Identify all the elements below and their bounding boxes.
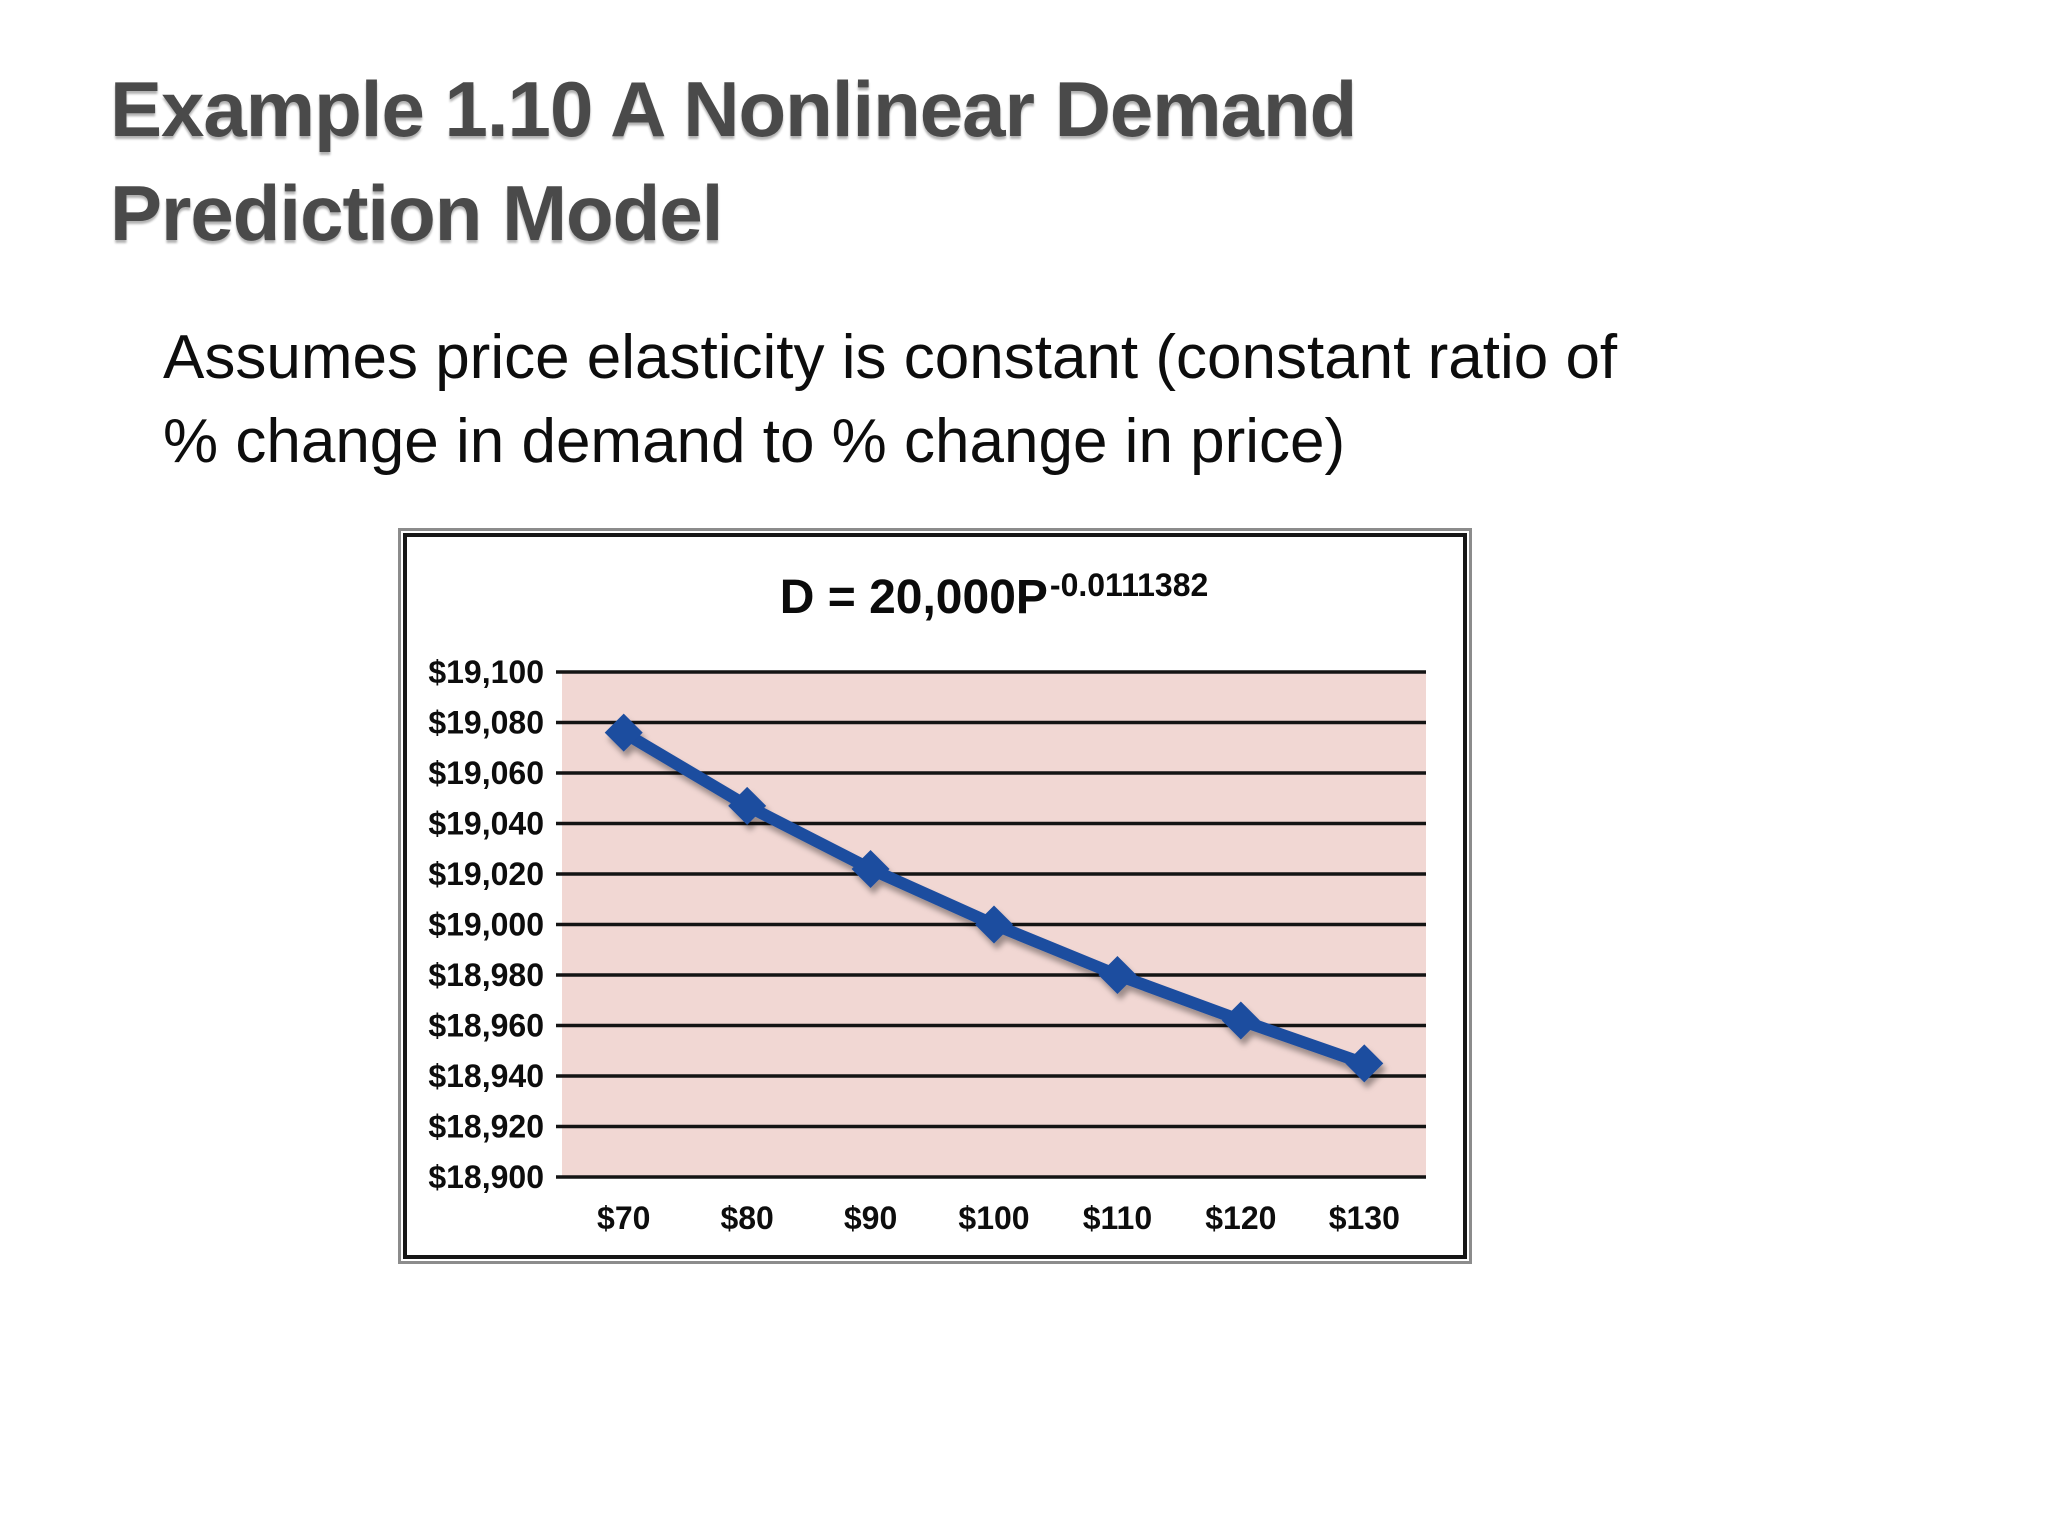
data-point-marker <box>1221 1001 1260 1040</box>
data-point-marker <box>728 786 767 825</box>
demand-chart: D = 20,000P-0.0111382 $19,100 $19,080 $19,… <box>407 537 1463 1255</box>
chart-frame: D = 20,000P-0.0111382 $19,100 $19,080 $19,… <box>398 528 1472 1264</box>
chart-title-formula: D = 20,000P-0.0111382 <box>562 567 1426 625</box>
demand-series <box>604 713 1384 1083</box>
x-tick-label: $110 <box>1083 1200 1152 1236</box>
x-tick-label: $70 <box>597 1200 650 1236</box>
y-tick-label: $18,920 <box>428 1109 544 1145</box>
slide-title: Example 1.10 A Nonlinear Demand Predicti… <box>110 58 1357 265</box>
y-tick-label: $19,060 <box>428 755 544 791</box>
y-tick-label: $19,000 <box>428 907 544 943</box>
y-tick-label: $19,080 <box>428 705 544 741</box>
y-tick-label: $18,960 <box>428 1008 544 1044</box>
y-tick-label: $19,100 <box>428 654 544 690</box>
data-point-marker <box>975 905 1013 944</box>
data-point-marker <box>851 849 890 888</box>
x-tick-label: $80 <box>720 1200 773 1236</box>
x-tick-label: $120 <box>1205 1200 1276 1236</box>
slide-body-line-1: Assumes price elasticity is constant (co… <box>163 323 1618 392</box>
y-tick-label: $19,040 <box>428 806 544 842</box>
y-tick-label: $18,900 <box>428 1159 544 1195</box>
slide-body-text: Assumes price elasticity is constant (co… <box>163 316 1617 485</box>
data-point-marker <box>1098 956 1137 994</box>
data-point-marker <box>1345 1044 1384 1083</box>
x-tick-label: $130 <box>1329 1200 1400 1236</box>
chart-title-exponent: -0.0111382 <box>1049 567 1209 603</box>
data-point-marker <box>604 713 643 752</box>
chart-frame-inner-border: D = 20,000P-0.0111382 $19,100 $19,080 $19,… <box>403 533 1467 1259</box>
x-tick-label: $90 <box>844 1200 897 1236</box>
chart-title-base: D = 20,000P <box>779 571 1048 624</box>
slide-title-line-2: Prediction Model <box>110 168 723 257</box>
y-tick-label: $18,940 <box>428 1058 544 1094</box>
y-tick-label: $18,980 <box>428 957 544 993</box>
x-tick-label: $100 <box>958 1200 1029 1236</box>
slide-body-line-2: % change in demand to % change in price) <box>163 407 1346 477</box>
slide-title-line-1: Example 1.10 A Nonlinear Demand <box>110 65 1357 153</box>
chart-svg: $19,100 $19,080 $19,060 $19,040 $19,020 $19,0… <box>428 654 1426 1236</box>
y-tick-label: $19,020 <box>428 856 544 892</box>
